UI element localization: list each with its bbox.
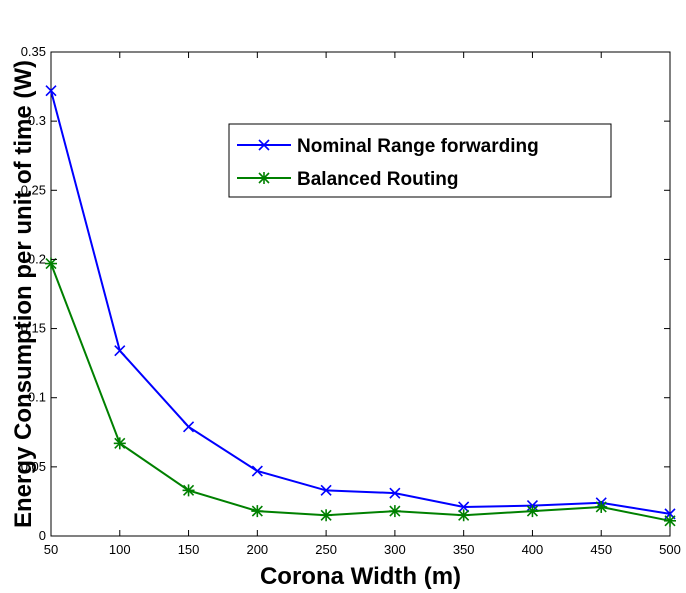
- legend-label: Balanced Routing: [297, 169, 459, 190]
- data-point: [182, 421, 195, 433]
- x-tick-label: 50: [44, 542, 58, 557]
- data-point: [320, 509, 333, 522]
- data-point: [258, 139, 270, 151]
- x-tick-label: 100: [109, 542, 131, 557]
- x-tick-label: 200: [246, 542, 268, 557]
- x-tick-label: 400: [522, 542, 544, 557]
- data-point: [389, 487, 401, 499]
- y-tick-label: 0.3: [28, 113, 46, 128]
- data-point: [114, 345, 126, 357]
- series-line: [50, 90, 671, 515]
- legend-items: Nominal Range forwarding Balanced Routing: [237, 136, 539, 190]
- marker-stroke: [45, 85, 57, 97]
- x-tick-label: 350: [453, 542, 475, 557]
- data-point: [182, 484, 195, 497]
- series-layer: [45, 85, 676, 527]
- x-tick-label: 250: [315, 542, 337, 557]
- data-point: [388, 505, 401, 518]
- y-tick-label: 0.2: [28, 251, 46, 266]
- data-point: [526, 505, 539, 518]
- data-point: [251, 505, 264, 518]
- marker-stroke: [320, 484, 332, 496]
- marker-stroke: [458, 501, 470, 513]
- x-tick-label: 500: [659, 542, 681, 557]
- series-balanced-routing: [45, 257, 676, 527]
- y-tick-label: 0.05: [21, 459, 46, 474]
- x-axis-title: Corona Width (m): [260, 563, 461, 590]
- legend: Nominal Range forwarding Balanced Routing: [228, 123, 612, 198]
- data-point: [251, 465, 263, 477]
- legend-item: Nominal Range forwarding: [237, 136, 539, 157]
- marker-stroke: [389, 487, 401, 499]
- marker-stroke: [182, 421, 195, 433]
- y-tick-label: 0.35: [21, 44, 46, 59]
- x-tick-label: 300: [384, 542, 406, 557]
- x-tick-label: 450: [590, 542, 612, 557]
- series-line: [50, 263, 671, 522]
- y-tick-label: 0.25: [21, 182, 46, 197]
- data-point: [320, 484, 332, 496]
- marker-stroke: [251, 465, 263, 477]
- y-axis-title: Energy Consumption per unit of time (W): [10, 60, 37, 528]
- x-tick-label: 150: [178, 542, 200, 557]
- legend-label: Nominal Range forwarding: [297, 136, 539, 157]
- marker-stroke: [114, 345, 126, 357]
- marker-stroke: [258, 139, 270, 151]
- data-point: [457, 509, 470, 522]
- y-tick-label: 0.1: [28, 390, 46, 405]
- legend-box: [228, 123, 612, 198]
- y-tick-label: 0.15: [21, 321, 46, 336]
- axis-ticks: 0 0.05 0.1 0.15 0.2 0.25 0.3 0.35 50 100 150 200 250…: [21, 44, 681, 557]
- data-point: [595, 500, 608, 513]
- y-tick-label: 0: [39, 528, 46, 543]
- data-point: [258, 172, 270, 184]
- data-point: [458, 501, 470, 513]
- data-point: [45, 85, 57, 97]
- legend-item: Balanced Routing: [237, 169, 459, 190]
- data-point: [664, 514, 676, 527]
- data-point: [113, 437, 126, 450]
